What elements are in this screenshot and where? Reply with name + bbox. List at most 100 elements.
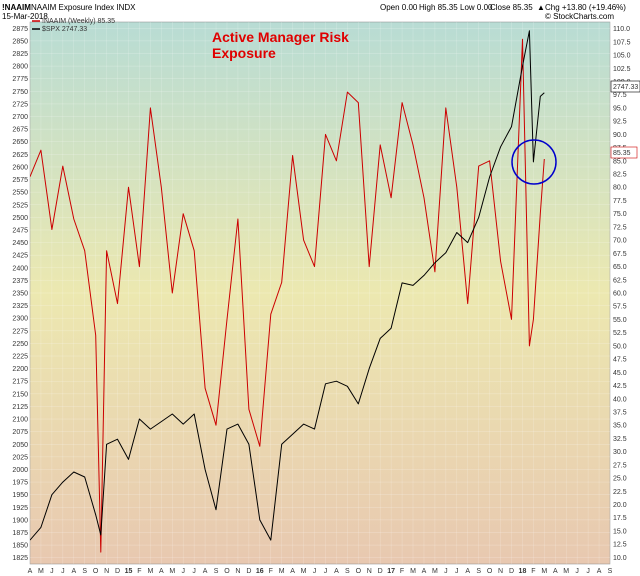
x-tick-label: 16 [256, 568, 264, 575]
y-left-tick-label: 2875 [12, 26, 28, 33]
grid [29, 22, 611, 564]
x-tick-label: J [575, 568, 579, 575]
y-right-tick-label: 72.5 [613, 224, 627, 231]
annotation-line2: Exposure [212, 45, 276, 61]
x-tick-label: S [476, 568, 481, 575]
x-tick-label: S [345, 568, 350, 575]
open-value: Open 0.00 [380, 3, 418, 12]
y-right-tick-label: 75.0 [613, 211, 627, 218]
x-tick-label: 15 [125, 568, 133, 575]
plot-area [29, 21, 611, 565]
x-tick-label: J [586, 568, 590, 575]
x-tick-label: A [465, 568, 470, 575]
x-tick-label: S [214, 568, 219, 575]
symbol-name: NAAIM Exposure Index INDX [31, 3, 136, 12]
x-tick-label: N [367, 568, 372, 575]
y-left-tick-label: 2150 [12, 391, 28, 398]
y-right-tick-label: 55.0 [613, 317, 627, 324]
y-left-tick-label: 2750 [12, 89, 28, 96]
x-tick-label: J [192, 568, 196, 575]
x-tick-label: A [290, 568, 295, 575]
close-value: Close 85.35 [490, 3, 533, 12]
y-left-tick-label: 2225 [12, 354, 28, 361]
x-tick-label: S [608, 568, 613, 575]
x-tick-label: M [301, 568, 307, 575]
y-left-tick-label: 1975 [12, 480, 28, 487]
y-right-tick-label: 62.5 [613, 277, 627, 284]
change-value: Chg +13.80 (+19.46%) [545, 3, 626, 12]
x-tick-label: M [169, 568, 175, 575]
y-right-tick-label: 40.0 [613, 396, 627, 403]
legend: !NAAIM (Weekly) 85.35 $SPX 2747.33 [32, 18, 115, 33]
y-right-tick-label: 95.0 [613, 105, 627, 112]
legend-label-spx: $SPX 2747.33 [42, 26, 87, 33]
x-tick-label: A [553, 568, 558, 575]
left-axis: 1825 1850 1875 1900 1925 1950 1975 2000 2025 2050… [12, 26, 28, 562]
y-left-tick-label: 2125 [12, 404, 28, 411]
y-left-tick-label: 2000 [12, 467, 28, 474]
header-date: 15-Mar-2018 [2, 12, 48, 21]
y-left-tick-label: 2275 [12, 328, 28, 335]
y-left-tick-label: 2800 [12, 64, 28, 71]
x-tick-label: N [235, 568, 240, 575]
y-left-tick-label: 2775 [12, 76, 28, 83]
x-tick-label: F [269, 568, 273, 575]
y-right-tick-label: 32.5 [613, 436, 627, 443]
y-right-tick-label: 50.0 [613, 343, 627, 350]
y-left-tick-label: 2325 [12, 303, 28, 310]
x-tick-label: O [356, 568, 362, 575]
y-right-tick-label: 52.5 [613, 330, 627, 337]
spx-last-badge: 2747.33 [610, 80, 640, 93]
y-right-tick-label: 82.5 [613, 172, 627, 179]
x-tick-label: A [71, 568, 76, 575]
y-left-tick-label: 2425 [12, 253, 28, 260]
x-tick-label: A [422, 568, 427, 575]
x-tick-label: J [181, 568, 185, 575]
x-tick-label: D [378, 568, 383, 575]
y-right-tick-label: 80.0 [613, 185, 627, 192]
y-left-tick-label: 2625 [12, 152, 28, 159]
x-tick-label: F [400, 568, 404, 575]
y-left-tick-label: 2525 [12, 202, 28, 209]
highlight-circle [511, 139, 557, 185]
y-left-tick-label: 2700 [12, 114, 28, 121]
x-tick-label: D [509, 568, 514, 575]
x-tick-label: J [324, 568, 328, 575]
x-tick-label: N [104, 568, 109, 575]
spx-last-value: 2747.33 [613, 84, 638, 91]
x-tick-label: S [82, 568, 87, 575]
series-group [30, 30, 545, 553]
y-left-tick-label: 2100 [12, 417, 28, 424]
y-right-tick-label: 37.5 [613, 409, 627, 416]
x-tick-label: D [115, 568, 120, 575]
y-left-tick-label: 2600 [12, 164, 28, 171]
x-tick-label: M [563, 568, 569, 575]
x-tick-label: A [597, 568, 602, 575]
y-right-tick-label: 47.5 [613, 357, 627, 364]
naaim-last-badge: 85.35 [610, 146, 638, 159]
y-right-tick-label: 70.0 [613, 238, 627, 245]
y-right-tick-label: 105.0 [613, 53, 631, 60]
x-tick-label: M [38, 568, 44, 575]
y-right-tick-label: 110.0 [613, 26, 630, 33]
legend-label-naaim: !NAAIM (Weekly) 85.35 [42, 18, 115, 25]
y-left-tick-label: 1825 [12, 555, 28, 562]
x-tick-label: A [203, 568, 208, 575]
y-right-tick-label: 85.0 [613, 158, 627, 165]
y-left-tick-label: 2650 [12, 139, 28, 146]
change-arrow-icon: ▲ [537, 3, 545, 12]
x-tick-label: M [432, 568, 438, 575]
y-left-tick-label: 2375 [12, 278, 28, 285]
x-tick-label: J [444, 568, 448, 575]
y-right-tick-label: 57.5 [613, 304, 627, 311]
y-left-tick-label: 2450 [12, 240, 28, 247]
x-tick-label: O [487, 568, 493, 575]
x-tick-label: O [93, 568, 99, 575]
annotation-line1: Active Manager Risk [212, 29, 349, 45]
x-tick-label: F [137, 568, 141, 575]
y-right-tick-label: 97.5 [613, 92, 627, 99]
y-left-tick-label: 2850 [12, 38, 28, 45]
low-value: Low 0.00 [460, 3, 493, 12]
x-tick-label: N [498, 568, 503, 575]
